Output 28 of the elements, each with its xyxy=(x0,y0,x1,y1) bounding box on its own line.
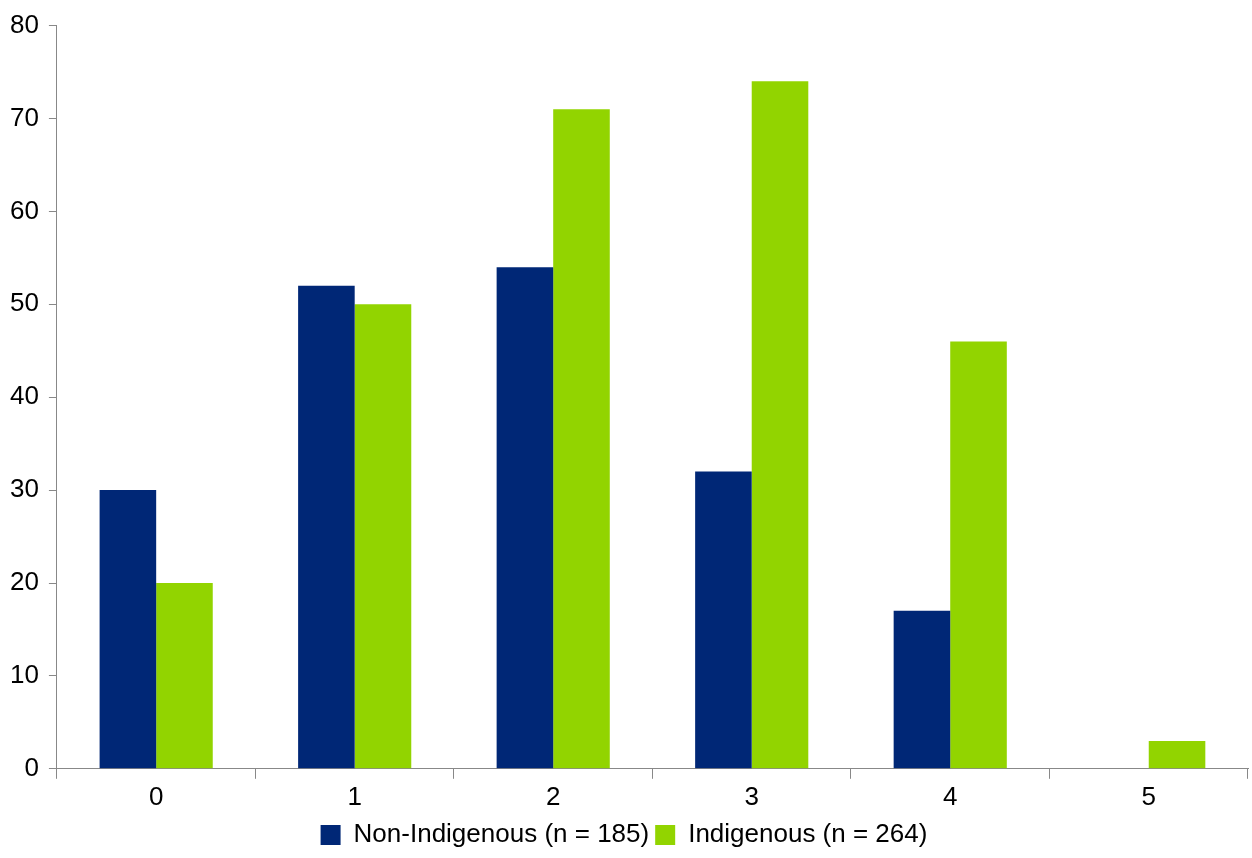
x-tick-label: 1 xyxy=(347,780,362,811)
y-tick-label: 40 xyxy=(10,380,39,411)
y-tick-label: 80 xyxy=(10,8,39,39)
x-tick-label: 5 xyxy=(1141,780,1156,811)
bar xyxy=(354,304,412,769)
legend-label: Indigenous (n = 264) xyxy=(688,818,928,849)
x-tick-label: 3 xyxy=(744,780,759,811)
x-tick-label: 2 xyxy=(545,780,561,811)
x-tick-label: 4 xyxy=(943,780,958,811)
bar xyxy=(298,285,355,769)
y-tick-label: 60 xyxy=(10,194,39,225)
y-tick-label: 70 xyxy=(10,101,39,132)
y-tick-label: 10 xyxy=(10,659,39,690)
y-tick-label: 30 xyxy=(10,473,39,504)
bar xyxy=(751,81,809,769)
y-tick-label: 20 xyxy=(10,566,39,597)
y-tick-label: 0 xyxy=(24,751,39,782)
bar xyxy=(893,610,951,769)
bar xyxy=(553,109,610,769)
bar xyxy=(695,471,752,769)
bar xyxy=(1148,740,1206,769)
bar xyxy=(156,583,213,769)
bar xyxy=(950,341,1007,769)
bar xyxy=(99,490,157,769)
x-tick-label: 0 xyxy=(148,780,164,811)
legend-label: Non-Indigenous (n = 185) xyxy=(353,818,650,849)
bar xyxy=(496,267,554,769)
y-tick-label: 50 xyxy=(10,287,39,318)
